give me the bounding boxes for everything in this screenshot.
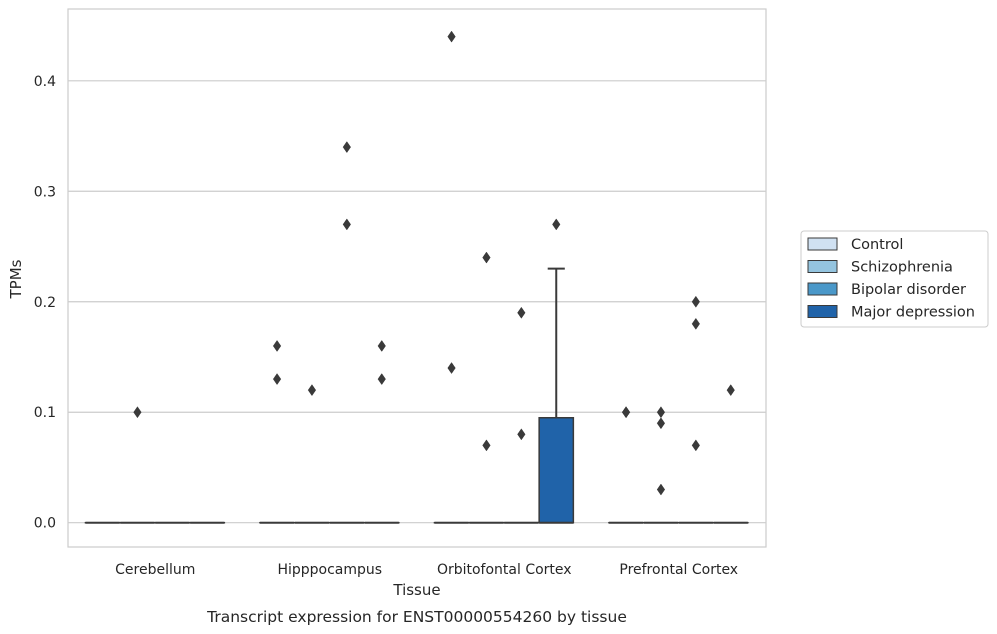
outlier-point [342, 141, 351, 154]
box-body [538, 416, 575, 524]
legend-label: Schizophrenia [851, 260, 953, 276]
y-axis-ticks: 0.0 0.1 0.2 0.3 0.4 [34, 74, 56, 532]
outlier-point [691, 439, 700, 452]
x-tick-label: Hipppocampus [277, 562, 382, 578]
outlier-point [377, 373, 386, 386]
outlier-point [272, 373, 282, 386]
legend-swatch [807, 305, 838, 318]
legend: Control Schizophrenia Bipolar disorder Majo… [800, 230, 989, 328]
y-tick-label: 0.0 [34, 516, 56, 532]
legend-label: Bipolar disorder [851, 282, 966, 298]
outlier-point [656, 483, 666, 496]
legend-swatch [807, 282, 838, 296]
legend-frame [800, 230, 989, 328]
outlier-point [691, 295, 700, 308]
chart-caption: Transcript expression for ENST0000055426… [206, 608, 627, 626]
outlier-point [726, 384, 735, 397]
x-tick-label: Cerebellum [115, 562, 195, 578]
outlier-point [307, 384, 317, 397]
outlier-point [517, 428, 526, 441]
legend-label: Major depression [851, 305, 975, 321]
outlier-point [272, 340, 282, 352]
outlier-point [621, 406, 631, 419]
outlier-point [377, 340, 386, 352]
outlier-point [447, 30, 456, 43]
plot-area-frame [67, 8, 767, 548]
legend-swatch [807, 237, 838, 251]
outlier-point [517, 306, 526, 319]
legend-label: Control [851, 237, 903, 253]
x-tick-label: Orbitofontal Cortex [437, 562, 572, 578]
outlier-point [133, 406, 142, 419]
boxes [84, 267, 749, 524]
outliers [133, 30, 735, 496]
x-axis-title: Tissue [392, 581, 440, 599]
outlier-point [482, 439, 491, 452]
y-tick-label: 0.1 [34, 405, 56, 421]
legend-swatch [807, 260, 838, 273]
y-axis-title: TPMs [7, 259, 25, 299]
x-tick-label: Prefrontal Cortex [619, 562, 738, 578]
y-tick-label: 0.3 [34, 184, 56, 200]
box-2-3 [538, 267, 575, 524]
y-tick-label: 0.2 [34, 295, 56, 311]
y-tick-label: 0.4 [34, 74, 56, 90]
legend-items: Control Schizophrenia Bipolar disorder Majo… [807, 237, 975, 321]
outlier-point [342, 218, 351, 231]
outlier-point [656, 417, 666, 430]
outlier-point [552, 218, 561, 231]
outlier-point [447, 362, 456, 374]
outlier-point [691, 317, 700, 330]
outlier-point [482, 251, 491, 264]
x-axis-ticks: Cerebellum Hipppocampus Orbitofontal Corte… [115, 562, 738, 578]
